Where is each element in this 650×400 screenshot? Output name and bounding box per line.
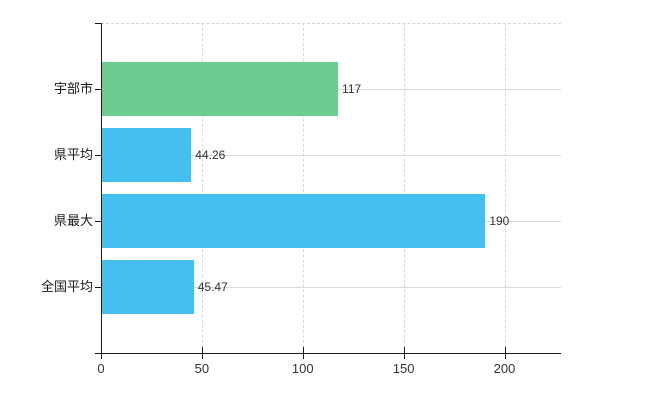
x-tick-mark bbox=[504, 347, 506, 359]
y-axis-line bbox=[101, 23, 102, 359]
bar bbox=[102, 62, 339, 116]
gridline-vertical bbox=[201, 23, 203, 353]
bar bbox=[102, 128, 192, 182]
bar-value-label: 190 bbox=[489, 214, 510, 228]
gridline-horizontal bbox=[101, 155, 561, 156]
bar-value-label: 117 bbox=[342, 82, 362, 96]
bar bbox=[102, 194, 486, 248]
bar-value-label: 44.26 bbox=[195, 148, 226, 162]
x-tick-mark bbox=[302, 347, 304, 359]
gridline-vertical bbox=[403, 23, 405, 353]
x-tick-mark bbox=[201, 347, 203, 359]
y-tick-mark bbox=[95, 287, 101, 288]
gridline-vertical bbox=[302, 23, 304, 353]
y-tick-mark bbox=[95, 23, 101, 24]
x-tick-label: 0 bbox=[97, 361, 105, 376]
x-tick-mark bbox=[403, 347, 405, 359]
gridline-vertical bbox=[504, 23, 506, 353]
x-tick-label: 200 bbox=[493, 361, 516, 376]
category-label: 県平均 bbox=[53, 147, 93, 162]
bar bbox=[102, 260, 194, 314]
x-tick-label: 100 bbox=[291, 361, 314, 376]
x-axis-line bbox=[95, 353, 561, 354]
x-tick-label: 150 bbox=[392, 361, 415, 376]
y-tick-mark bbox=[95, 155, 101, 156]
plot-top-border bbox=[101, 23, 561, 24]
bar-value-label: 45.47 bbox=[197, 280, 228, 294]
x-tick-mark bbox=[101, 347, 102, 359]
x-tick-label: 50 bbox=[194, 361, 210, 376]
category-label: 県最大 bbox=[53, 213, 93, 228]
gridline-horizontal bbox=[101, 287, 561, 288]
category-label: 宇部市 bbox=[53, 81, 93, 96]
category-label: 全国平均 bbox=[40, 279, 93, 294]
y-tick-mark bbox=[95, 221, 101, 222]
y-tick-mark bbox=[95, 89, 101, 90]
